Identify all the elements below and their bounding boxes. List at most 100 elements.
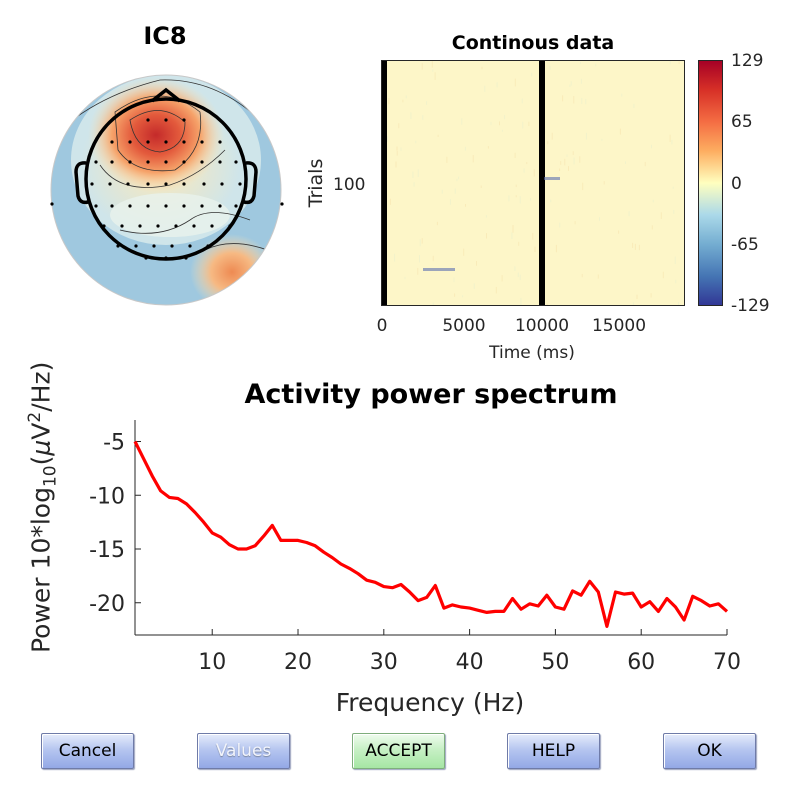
electrode-dot: [182, 140, 186, 144]
noise-streak: [508, 195, 510, 202]
noise-streak: [523, 168, 525, 173]
noise-streak: [517, 272, 519, 278]
electrode-dot: [144, 256, 148, 260]
noise-streak: [398, 123, 400, 129]
spectrum-ylabel: Power 10*log10(μV2/Hz): [18, 362, 60, 653]
noise-streak: [496, 82, 498, 88]
electrode-dot: [152, 244, 156, 248]
noise-streak: [520, 297, 522, 306]
noise-streak: [396, 150, 398, 156]
x-tick-label: 70: [713, 650, 741, 675]
electrode-dot: [102, 224, 106, 228]
spectrum-xlabel: Frequency (Hz): [335, 688, 525, 717]
topoplot-title: IC8: [143, 22, 187, 50]
noise-streak: [560, 161, 562, 165]
colorbar-tick-neg65: -65: [731, 235, 759, 255]
noise-streak: [417, 169, 419, 177]
noise-streak: [473, 283, 475, 289]
electrode-dot: [134, 244, 138, 248]
noise-streak: [522, 121, 524, 129]
noise-streak: [572, 151, 574, 155]
noise-streak: [389, 198, 391, 205]
noise-streak: [453, 277, 455, 283]
values-button[interactable]: Values: [197, 733, 290, 769]
noise-streak: [599, 217, 600, 221]
electrode-dot: [218, 160, 222, 164]
electrode-dot: [238, 182, 242, 186]
ylabel-sup: 2: [25, 411, 45, 423]
electrode-dot: [184, 256, 188, 260]
electrode-dot: [210, 224, 214, 228]
noise-streak: [415, 140, 417, 144]
electrode-dot: [128, 140, 132, 144]
noise-streak: [582, 182, 584, 191]
electrode-dot: [126, 182, 130, 186]
noise-streak: [400, 147, 402, 151]
noise-streak: [432, 69, 434, 72]
noise-streak: [618, 230, 620, 234]
ylabel-part1: Power 10*log: [26, 487, 56, 653]
noise-streak: [458, 176, 460, 180]
trials-ytick-100: 100: [333, 175, 366, 195]
electrode-dot: [164, 182, 168, 186]
noise-streak: [546, 303, 548, 306]
time-xtick-15000: 15000: [591, 316, 647, 336]
erp-image: [381, 60, 685, 306]
noise-streak: [603, 181, 605, 185]
noise-streak: [486, 233, 487, 239]
electrode-dot: [116, 244, 120, 248]
noise-streak: [652, 199, 654, 203]
scalp-map: [50, 74, 284, 306]
noise-streak: [454, 293, 456, 297]
noise-streak: [579, 156, 581, 163]
noise-streak: [514, 152, 516, 158]
accept-button[interactable]: ACCEPT: [352, 733, 445, 769]
noise-streak: [669, 60, 671, 65]
noise-streak: [421, 63, 423, 70]
noise-streak: [550, 199, 552, 203]
noise-streak: [547, 141, 549, 145]
noise-streak: [628, 211, 630, 217]
ok-button[interactable]: OK: [663, 733, 756, 769]
noise-streak: [402, 99, 404, 103]
noise-streak: [669, 134, 671, 142]
noise-streak: [465, 204, 466, 207]
noise-streak: [512, 225, 514, 233]
colorbar-tick-129: 129: [731, 51, 764, 71]
event-markers: [423, 177, 560, 271]
noise-streak: [671, 139, 673, 145]
help-button[interactable]: HELP: [507, 733, 600, 769]
electrode-dot: [164, 118, 168, 122]
noise-streak: [644, 161, 646, 167]
noise-streak: [396, 146, 398, 151]
noise-streak: [490, 121, 492, 126]
electrode-dot: [146, 182, 150, 186]
noise-streak: [441, 189, 443, 194]
x-tick-label: 10: [198, 650, 226, 675]
noise-streak: [476, 261, 477, 266]
noise-streak: [533, 169, 535, 177]
electrode-dot: [218, 140, 222, 144]
electrode-dot: [280, 202, 284, 206]
noise-streak: [456, 178, 458, 182]
noise-streak: [534, 246, 536, 253]
electrode-dot: [128, 160, 132, 164]
cancel-button[interactable]: Cancel: [41, 733, 134, 769]
electrode-dot: [218, 204, 222, 208]
noise-streak: [487, 146, 489, 149]
electrode-dot: [110, 204, 114, 208]
noise-streak: [511, 232, 513, 239]
electrode-dot: [200, 140, 204, 144]
noise-streak: [633, 103, 635, 108]
x-tick-label: 60: [627, 650, 655, 675]
noise-streak: [532, 232, 534, 240]
noise-streak: [632, 302, 634, 306]
ylabel-mu: μ: [26, 439, 56, 456]
noise-streak: [570, 81, 572, 86]
electrode-dot: [108, 182, 112, 186]
spectrum-title: Activity power spectrum: [244, 379, 618, 410]
noise-streak: [526, 162, 528, 165]
noise-streak: [597, 274, 599, 279]
electrode-dot: [182, 118, 186, 122]
noise-streak: [621, 93, 623, 97]
